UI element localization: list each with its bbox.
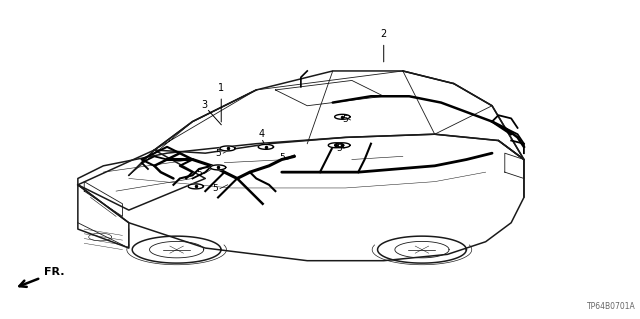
Ellipse shape [335,143,350,148]
Text: TP64B0701A: TP64B0701A [587,302,636,311]
Ellipse shape [335,114,350,119]
Text: 5: 5 [342,115,348,124]
Ellipse shape [258,145,273,149]
Text: 3: 3 [201,100,207,109]
Text: 2: 2 [381,29,387,39]
Text: 5: 5 [215,149,221,158]
Ellipse shape [220,146,236,151]
Text: 5: 5 [279,153,285,162]
Ellipse shape [188,184,204,189]
Text: 5: 5 [212,184,218,193]
Text: 5: 5 [196,169,202,178]
Ellipse shape [328,143,344,148]
Text: 1: 1 [218,83,224,93]
Text: 5: 5 [336,144,342,153]
Ellipse shape [211,165,226,170]
Text: FR.: FR. [44,267,65,277]
Text: 4: 4 [259,129,264,139]
